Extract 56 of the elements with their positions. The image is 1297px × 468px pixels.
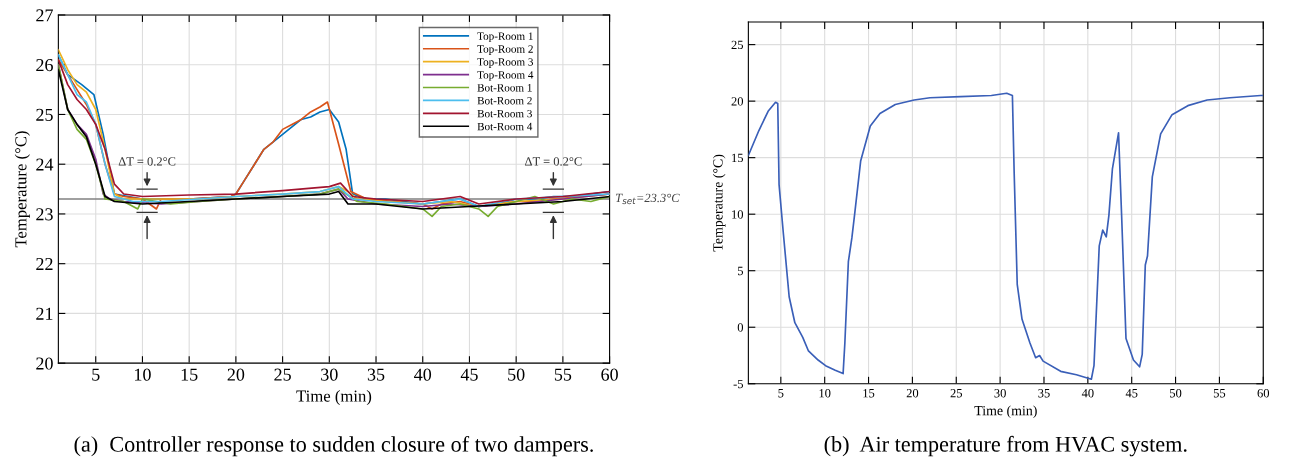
y-tick-label: 22: [36, 257, 53, 270]
legend-label: Bot-Room 4: [477, 122, 533, 131]
legend-label: Top-Room 3: [477, 58, 534, 68]
x-tick-label: 25: [950, 389, 963, 398]
y-tick-label: -5: [733, 379, 744, 389]
ref-line-label: T$_{set}$=23.3°C: [615, 193, 680, 205]
y-tick-label: 25: [731, 40, 744, 50]
y-tick-label: 10: [732, 210, 744, 219]
x-tick-label: 50: [1170, 388, 1182, 398]
x-tick-label: 20: [227, 368, 245, 381]
legend-label: Bot-Room 2: [477, 96, 532, 105]
y-tick-label: 23: [36, 208, 53, 221]
y-axis-title: Temperature (°C): [14, 131, 30, 248]
x-tick-label: 30: [994, 388, 1006, 398]
x-tick-label: 35: [367, 368, 385, 381]
y-tick-label: 20: [731, 97, 744, 106]
x-tick-label: 45: [1125, 389, 1138, 398]
legend-label: Top-Room 4: [477, 71, 534, 81]
x-tick-label: 5: [778, 389, 784, 398]
legend-label: Top-Room 1: [477, 32, 533, 43]
y-tick-label: 0: [737, 323, 744, 332]
x-tick-label: 60: [601, 368, 618, 381]
x-tick-label: 60: [1257, 388, 1270, 398]
y-tick-label: 25: [36, 108, 53, 121]
x-axis-title: Time (min): [296, 389, 372, 406]
x-tick-label: 30: [321, 368, 338, 381]
x-tick-label: 25: [274, 368, 291, 381]
text: (b) Air temperature from HVAC system.: [824, 435, 1187, 457]
x-tick-label: 55: [1213, 389, 1226, 398]
y-tick-label: 24: [36, 158, 54, 171]
x-tick-label: 10: [135, 368, 151, 381]
annotation: ΔT = 0.2°C: [524, 157, 582, 166]
x-tick-label: 40: [1081, 388, 1094, 398]
y-tick-label: 15: [732, 153, 744, 163]
y-tick-label: 20: [36, 357, 53, 370]
y-tick-label: 27: [36, 9, 53, 22]
y-tick-label: 26: [36, 59, 53, 72]
legend-label: Bot-Room 1: [477, 84, 532, 92]
legend-label: Bot-Room 3: [477, 109, 532, 118]
y-axis-title: Temperature (°C): [712, 154, 726, 252]
legend-label: Top-Room 2: [477, 45, 533, 56]
x-tick-label: 40: [414, 368, 432, 381]
x-tick-label: 10: [819, 388, 831, 398]
x-tick-label: 55: [554, 368, 572, 381]
y-tick-label: 5: [737, 266, 744, 276]
x-axis-title: Time (min): [974, 405, 1037, 419]
x-tick-label: 35: [1038, 389, 1050, 398]
x-tick-label: 15: [863, 389, 875, 398]
y-tick-label: 21: [36, 307, 53, 320]
x-tick-label: 50: [508, 368, 525, 381]
text: (a) Controller response to sudden closure of two dampers.: [74, 435, 593, 457]
annotation: ΔT = 0.2°C: [118, 157, 176, 166]
x-tick-label: 45: [460, 368, 478, 381]
x-tick-label: 5: [92, 368, 100, 381]
x-tick-label: 15: [181, 368, 198, 381]
x-tick-label: 20: [906, 388, 919, 398]
